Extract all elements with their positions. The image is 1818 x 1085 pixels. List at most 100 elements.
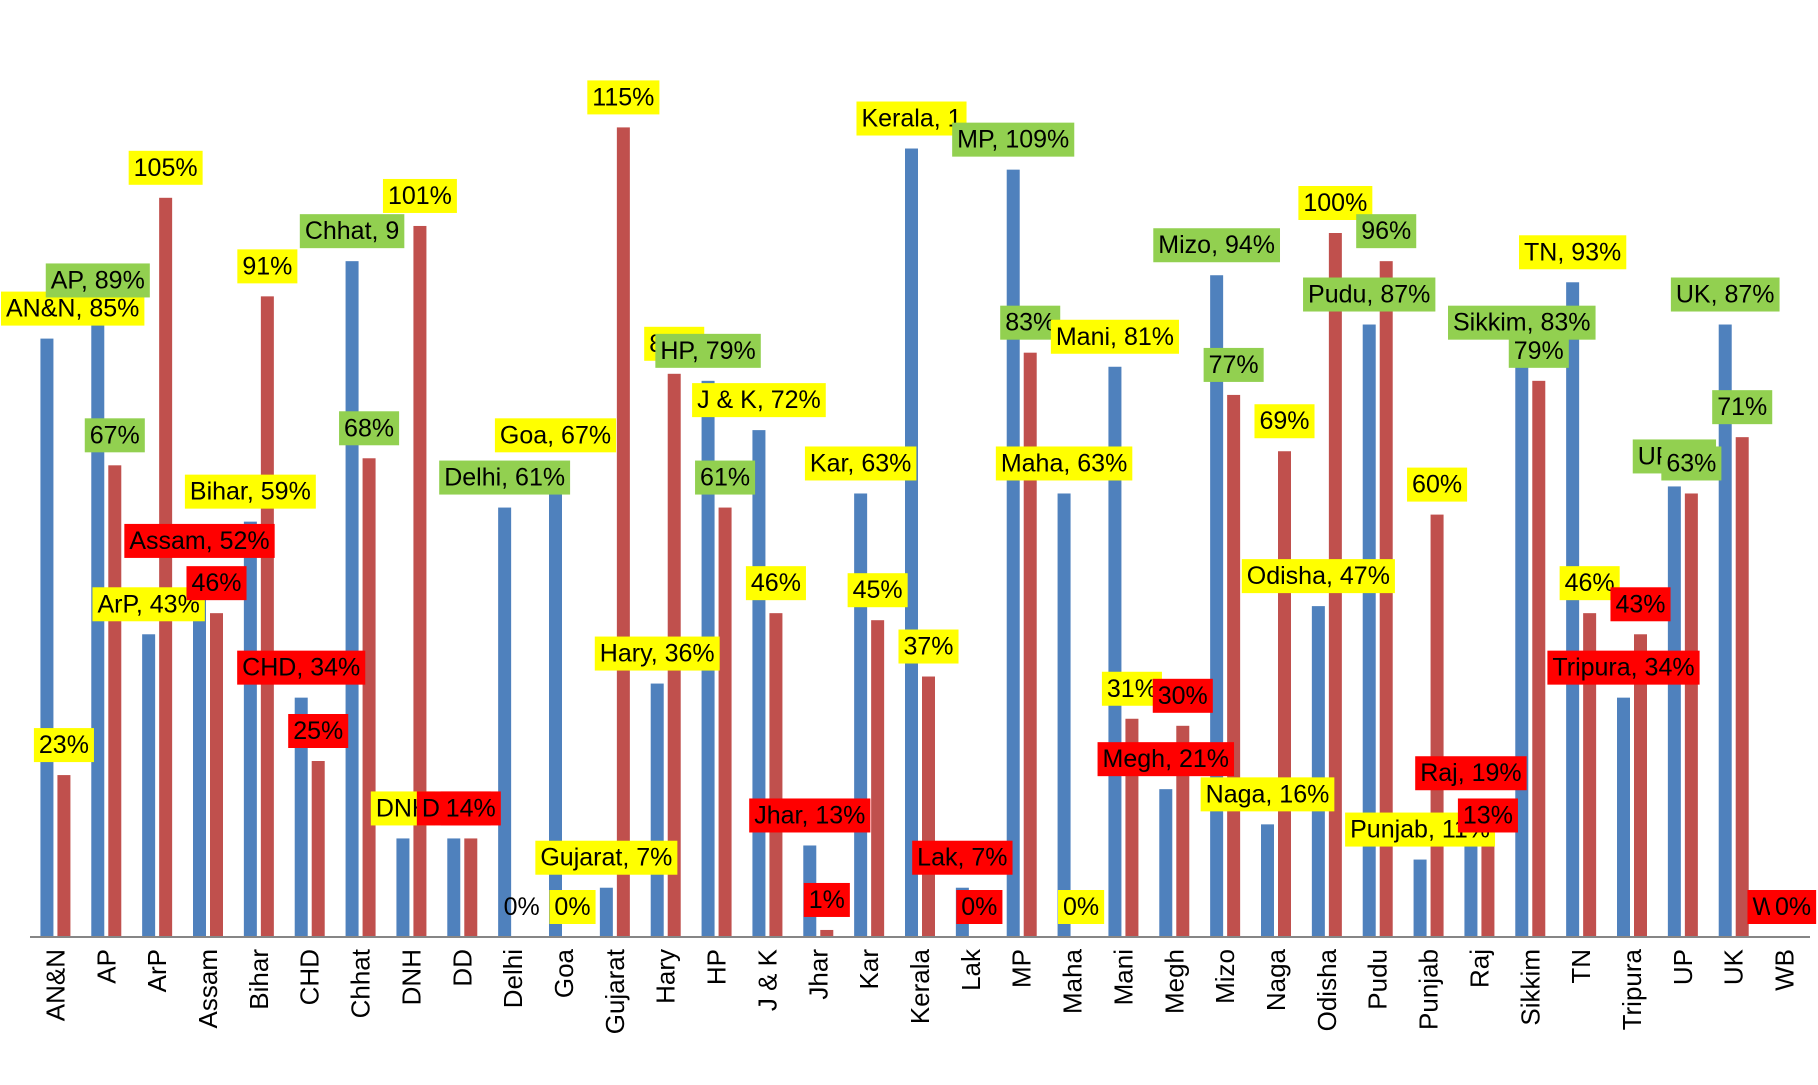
data-label-b-c16: 45% [853,576,903,604]
x-tick-label-c18: Lak [956,948,986,991]
bar-a-c9 [498,507,512,937]
data-label-a-c6-background [299,214,405,249]
bar-b-c4 [260,296,274,937]
data-label-b-c31-background [1610,587,1671,622]
data-label-a-c6: Chhat, 9 [305,217,400,245]
data-label-b-c4: 91% [242,252,292,280]
data-label-b-c29-group: 79% [1508,333,1569,368]
data-label-b-c3: 46% [191,569,241,597]
data-label-a-c14-group: J & K, 72% [692,383,826,418]
bar-b-c3 [210,613,223,937]
data-label-a-c20: Maha, 63% [1001,449,1127,477]
data-label-a-c20-group: Maha, 63% [995,446,1133,481]
bar-a-c26 [1362,324,1376,937]
bar-b-c27 [1430,514,1444,937]
bar-b-c17 [922,676,935,937]
data-label-b-c17: 37% [903,633,953,661]
bar-b-c23 [1227,394,1241,937]
data-label-b-c1: 67% [90,421,140,449]
x-tick-labels-layer: AN&N AP ArP Assam Bihar CHD Chhat DNH DD Delhi Goa… [40,948,1799,1034]
data-label-b-c18-background [956,890,1003,924]
data-label-b-c17-group: 37% [898,629,959,664]
bar-b-c28 [1481,845,1495,937]
data-label-a-c9-group: Delhi, 61% [439,460,571,495]
data-label-b-c7-group: 101% [382,178,457,213]
data-label-b-c28: 13% [1463,801,1513,829]
bar-b-c33 [1735,437,1749,937]
data-label-b-c11-background [587,80,660,115]
data-label-b-c7-background [382,178,457,213]
x-tick-label-c10: Goa [549,948,579,998]
data-label-a-c2: ArP, 43% [97,590,199,618]
data-label-b-c27-background [1407,467,1468,502]
data-label-a-c16-background [804,446,917,481]
data-label-b-c34-background [1770,890,1817,924]
x-tick-label-c20: Maha [1058,948,1088,1014]
data-label-b-c0: 23% [39,731,89,759]
data-label-b-c4-group: 91% [237,249,298,284]
data-label-a-c1: AP, 89% [51,266,145,294]
data-label-b-c32-background [1661,446,1722,481]
data-label-a-c24: Naga, 16% [1206,780,1330,808]
data-label-a-c30-background [1519,235,1627,270]
x-tick-label-c16: Kar [854,949,884,990]
data-label-b-c21-group: 31% [1101,671,1162,706]
x-tick-label-c15: Jhar [803,949,833,1000]
x-tick-label-c0: AN&N [40,949,70,1021]
data-label-a-c18-group: Lak, 7% [912,840,1013,875]
data-label-a-c13-background [655,333,761,368]
x-tick-label-c19: MP [1007,949,1037,988]
data-label-a-c33-background [1670,277,1780,312]
data-label-b-c33-background [1712,390,1773,425]
data-label-b-c26: 96% [1361,217,1411,245]
data-label-b-c26-group: 96% [1356,214,1417,249]
data-label-b-c29-background [1508,333,1569,368]
data-label-b-c29: 79% [1514,337,1564,365]
data-label-a-c9-background [439,460,571,495]
data-label-b-c6-background [339,411,400,446]
data-label-a-c0: AN&N, 85% [6,295,139,323]
data-label-a-c28-background [1415,756,1527,791]
data-label-b-c24: 69% [1259,407,1309,435]
bar-a-c32 [1667,486,1681,937]
x-tick-label-c1: AP [91,949,121,984]
bar-b-c2 [159,197,173,938]
x-tick-label-c9: Delhi [498,949,528,1008]
data-label-a-c2-background [92,587,205,622]
data-label-b-c10-group: 0% [549,890,596,924]
data-label-b-c13-group: 61% [695,460,756,495]
data-label-b-c2-background [128,150,203,185]
data-label-b-c5-background [288,714,349,748]
x-tick-label-c31: Tripura [1617,948,1647,1030]
x-tick-label-c11: Gujarat [600,948,630,1034]
data-label-b-c2: 105% [134,154,198,182]
data-label-a-c13-group: HP, 79% [655,333,761,368]
data-label-a-c18-background [912,840,1013,875]
bar-a-c20 [1057,493,1071,937]
bar-a-c21 [1108,366,1122,937]
bar-a-c19 [1006,169,1020,937]
data-label-b-c0-background [33,728,94,763]
x-tick-label-c4: Bihar [244,949,274,1010]
data-label-a-c14: J & K, 72% [697,386,821,414]
data-label-a-c24-group: Naga, 16% [1200,777,1335,812]
bar-b-c1 [108,465,122,937]
x-tick-label-c25: Odisha [1312,948,1342,1031]
x-tick-label-c23: Mizo [1210,949,1240,1004]
data-label-a-c3-background [124,523,275,558]
data-label-a-c15-group: Jhar, 13% [749,798,871,833]
data-labels-layer: AN&N, 85% 23% AP, 89% 67% ArP, 43% 105% Assam,… [1,80,1817,924]
bar-b-c24 [1278,451,1291,937]
data-label-a-c31-group: Tripura, 34% [1547,650,1700,685]
data-label-a-c5: CHD, 34% [242,654,360,682]
data-label-b-c5: 25% [293,717,343,745]
data-label-b-c13: 61% [700,464,750,492]
data-label-b-c33-group: 71% [1712,390,1773,425]
data-label-a-c12-group: Hary, 36% [594,636,720,671]
data-label-b-c21: 31% [1107,675,1157,703]
data-label-b-c28-group: 13% [1457,798,1518,833]
data-label-b-c20: 0% [1063,893,1099,921]
bar-b-c15 [820,929,834,937]
data-label-b-c16-background [847,573,908,608]
x-tick-label-c28: Raj [1464,949,1494,988]
